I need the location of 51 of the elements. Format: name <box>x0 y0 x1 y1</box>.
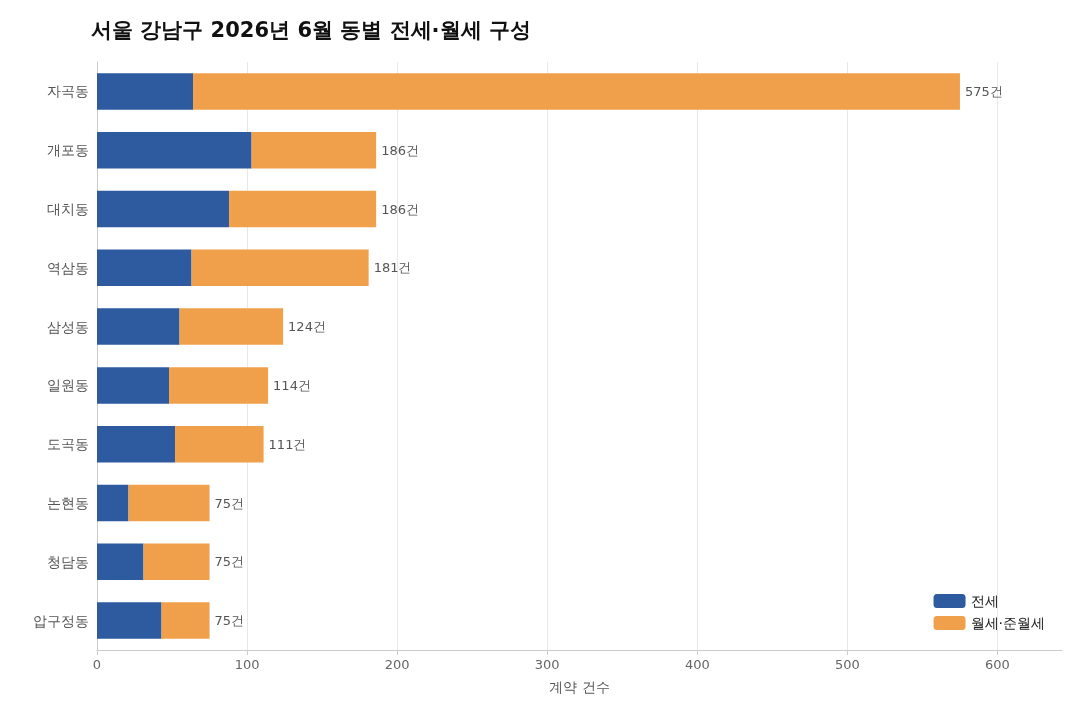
bar <box>97 308 180 345</box>
bar <box>97 73 194 110</box>
x-tick-label: 300 <box>534 657 560 672</box>
total-label: 111건 <box>268 436 307 452</box>
total-label: 186건 <box>381 142 419 158</box>
x-tick-label: 400 <box>684 657 710 672</box>
y-tick-label: 도곡동 <box>47 436 89 453</box>
bar <box>175 425 264 463</box>
bar <box>161 602 210 639</box>
bar <box>128 484 210 522</box>
x-tick-label: 200 <box>384 657 410 672</box>
chart-title: 서울 강남구 2026년 6월 동별 전세·월세 구성 <box>91 17 531 42</box>
bar <box>169 367 269 404</box>
total-label: 75건 <box>214 613 245 629</box>
bar <box>97 484 129 522</box>
bar <box>191 249 369 287</box>
y-tick-label: 대치동 <box>47 201 89 217</box>
total-label: 124건 <box>288 319 326 335</box>
x-tick-label: 0 <box>92 657 102 672</box>
y-tick-label: 자곡동 <box>47 83 89 100</box>
x-tick-label: 600 <box>985 657 1010 672</box>
total-label: 75건 <box>214 554 245 570</box>
bar <box>251 131 377 169</box>
y-tick-label: 청담동 <box>47 553 89 570</box>
bar <box>97 367 170 404</box>
y-tick-label: 압구정동 <box>33 612 89 629</box>
bar <box>97 602 162 639</box>
bar <box>97 190 230 228</box>
x-tick-label: 500 <box>834 657 860 672</box>
bar <box>97 543 144 581</box>
total-label: 186건 <box>381 201 419 217</box>
y-tick-label: 논현동 <box>47 495 89 511</box>
y-tick-label: 역삼동 <box>47 259 89 276</box>
bar <box>193 73 960 110</box>
total-label: 114건 <box>273 377 311 393</box>
x-tick-label: 100 <box>234 657 260 672</box>
y-tick-label: 삼성동 <box>47 318 89 335</box>
total-label: 181건 <box>373 260 412 276</box>
bar <box>97 249 192 287</box>
total-label: 575건 <box>964 83 1003 99</box>
y-tick-label: 개포동 <box>47 142 89 159</box>
total-label: 75건 <box>214 495 245 511</box>
bar <box>97 131 252 169</box>
x-axis-title: 계약 건수 <box>549 679 610 695</box>
y-tick-label: 일원동 <box>47 377 89 394</box>
legend-label: 전세 <box>970 593 999 609</box>
bar <box>229 190 377 228</box>
bar <box>97 425 176 463</box>
bar <box>143 543 210 581</box>
legend-label: 월세·준월세 <box>970 615 1045 631</box>
bar <box>179 308 284 345</box>
